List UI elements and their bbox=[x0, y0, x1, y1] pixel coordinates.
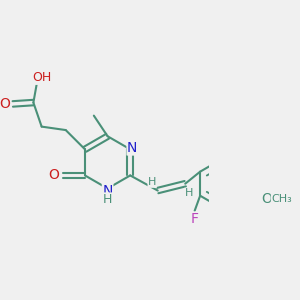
Text: H: H bbox=[148, 177, 156, 187]
Text: O: O bbox=[261, 192, 272, 206]
Text: H: H bbox=[103, 193, 112, 206]
Text: N: N bbox=[127, 141, 137, 155]
Text: O: O bbox=[0, 97, 10, 111]
Text: F: F bbox=[190, 212, 199, 226]
Text: CH₃: CH₃ bbox=[271, 194, 292, 204]
Text: H: H bbox=[184, 188, 193, 198]
Text: OH: OH bbox=[33, 71, 52, 84]
Text: N: N bbox=[102, 184, 113, 198]
Text: O: O bbox=[48, 168, 59, 182]
